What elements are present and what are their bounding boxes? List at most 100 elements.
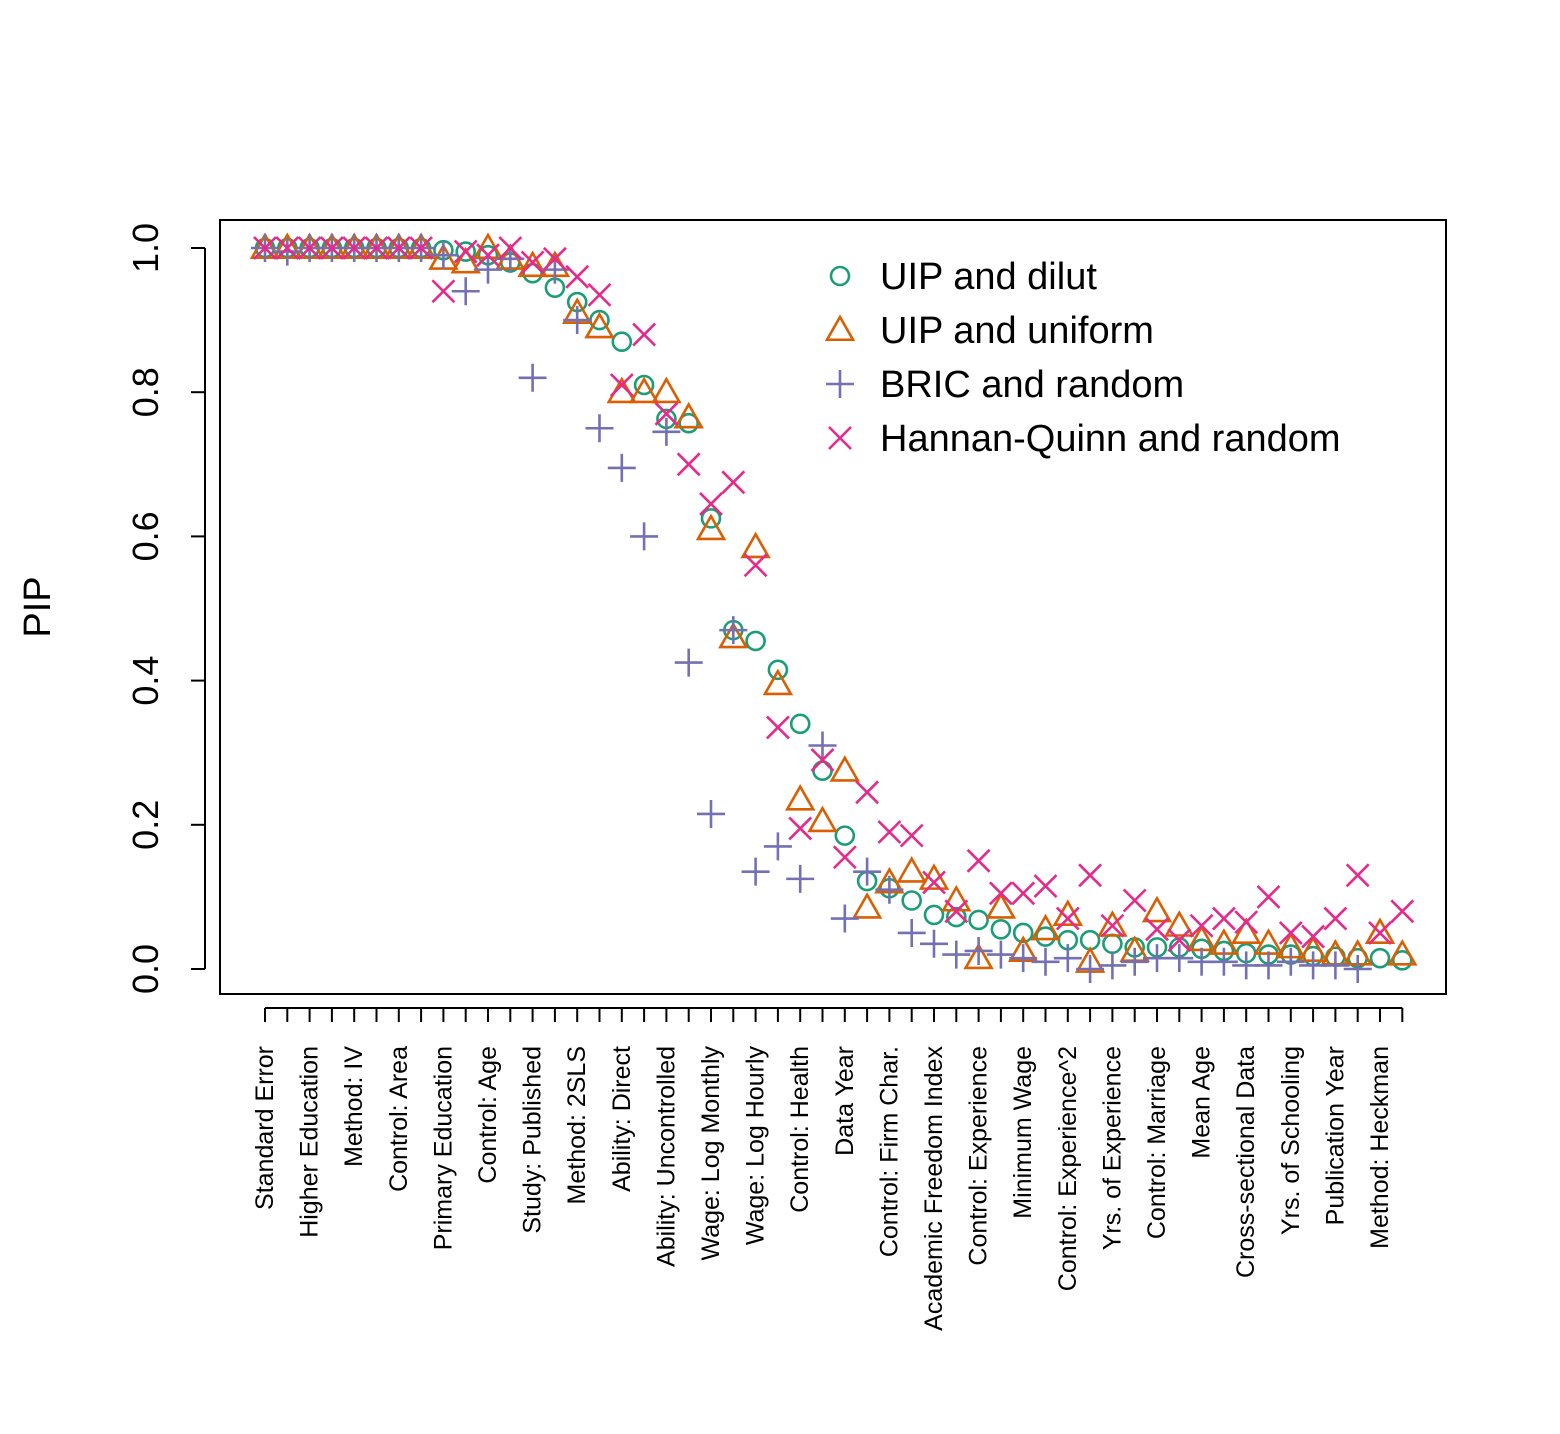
data-point (1120, 947, 1149, 976)
x-tick-label: Standard Error (251, 1046, 279, 1210)
data-point (584, 311, 615, 339)
x-axis: Standard Error Higher Education Method: IV… (251, 1007, 1404, 1331)
data-point (609, 373, 634, 397)
legend-symbol-triangle (824, 314, 856, 342)
data-point (810, 747, 835, 772)
y-tick-label: 1.0 (125, 223, 166, 273)
data-point (944, 899, 969, 924)
data-point (964, 936, 993, 965)
data-point (1364, 917, 1396, 945)
data-point (877, 820, 902, 844)
data-point (985, 892, 1017, 919)
data-point (1209, 947, 1238, 976)
data-point (1323, 906, 1348, 931)
x-tick-label: Control: Area (385, 1046, 413, 1192)
data-point (542, 246, 567, 271)
data-point (1387, 938, 1418, 966)
data-point (476, 243, 500, 268)
data-point (832, 845, 857, 870)
data-point (897, 918, 926, 947)
data-point (678, 412, 700, 434)
data-point (518, 363, 547, 392)
y-tick-label: 0.0 (125, 944, 166, 994)
data-point (762, 668, 794, 696)
data-point (585, 414, 614, 443)
data-points (249, 232, 1418, 983)
data-point (1234, 910, 1259, 935)
data-point (901, 890, 923, 911)
data-point (1369, 947, 1391, 969)
data-point (899, 823, 924, 848)
data-point (652, 417, 681, 446)
data-point (1033, 874, 1058, 899)
data-point (1301, 924, 1326, 949)
data-point (699, 492, 723, 516)
x-tick-label: Control: Experience (965, 1046, 993, 1266)
data-point (651, 376, 682, 404)
y-axis-label: PIP (17, 576, 59, 637)
data-point (1145, 917, 1169, 942)
data-point (429, 241, 458, 270)
data-point (853, 857, 882, 886)
data-point (587, 282, 612, 307)
data-point (1165, 944, 1194, 973)
series-circle (254, 237, 1413, 971)
data-point (1012, 922, 1034, 944)
x-tick-label: Publication Year (1321, 1046, 1349, 1225)
data-point (986, 940, 1015, 969)
data-point (474, 255, 502, 284)
data-point (743, 553, 768, 578)
data-point (1390, 899, 1415, 924)
data-point (1031, 947, 1060, 976)
x-tick-label: Method: IV (340, 1046, 368, 1167)
data-point (1164, 910, 1195, 937)
x-tick-label: Control: Age (474, 1046, 502, 1184)
data-point (1055, 906, 1080, 931)
data-point (1078, 863, 1103, 888)
x-tick-label: Minimum Wage (1009, 1046, 1037, 1219)
legend-symbol-circle (829, 265, 851, 287)
data-point (918, 863, 950, 890)
data-point (633, 374, 655, 396)
series-x (253, 236, 1415, 953)
data-point (517, 250, 548, 278)
data-point (721, 470, 746, 495)
data-point (1256, 884, 1281, 909)
data-point (1011, 881, 1036, 906)
data-point (745, 630, 766, 652)
data-point (808, 731, 837, 760)
data-point (1392, 950, 1413, 971)
data-point (945, 906, 967, 928)
data-point (1343, 955, 1372, 983)
y-tick-label: 0.6 (125, 511, 166, 561)
data-point (253, 236, 277, 260)
plot-frame (219, 219, 1447, 995)
data-point (1189, 913, 1214, 938)
data-point (520, 250, 545, 275)
data-point (786, 864, 815, 893)
data-point (920, 929, 948, 958)
data-point (676, 452, 701, 477)
data-point (718, 621, 749, 649)
x-tick-label: Method: 2SLS (563, 1046, 591, 1204)
data-point (741, 857, 770, 886)
data-point (1276, 947, 1305, 976)
data-point (896, 856, 927, 883)
data-point (855, 780, 880, 805)
data-point (1321, 951, 1350, 980)
data-point (563, 306, 592, 335)
data-point (1102, 933, 1123, 955)
data-point (1230, 917, 1262, 945)
data-point (788, 816, 813, 841)
x-tick-label: Wage: Log Hourly (742, 1046, 770, 1246)
x-tick-label: Ability: Direct (608, 1046, 636, 1192)
legend: UIP and dilut UIP and uniform BRIC and ran… (824, 256, 1341, 460)
x-tick-label: Control: Firm Char. (875, 1046, 903, 1257)
data-point (697, 799, 725, 828)
data-point (1052, 899, 1084, 926)
x-tick-label: Control: Marriage (1143, 1046, 1171, 1239)
data-point (834, 825, 856, 846)
data-point (923, 904, 945, 926)
data-point (942, 940, 971, 969)
